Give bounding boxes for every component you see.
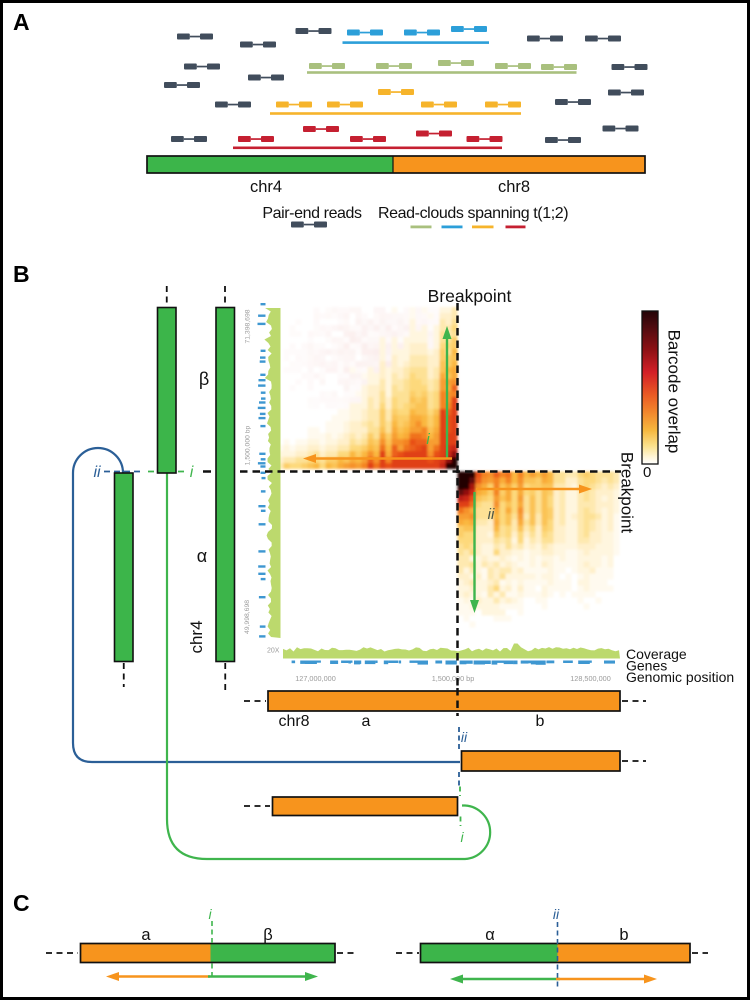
svg-text:ii: ii (488, 506, 495, 523)
svg-text:chr8: chr8 (498, 178, 530, 196)
svg-text:a: a (362, 713, 371, 730)
svg-text:α: α (197, 546, 207, 566)
svg-text:i: i (426, 431, 430, 448)
svg-text:ii: ii (461, 729, 468, 745)
svg-text:chr8: chr8 (278, 713, 309, 730)
svg-text:A: A (13, 9, 30, 35)
svg-text:i: i (460, 829, 464, 845)
svg-text:C: C (13, 890, 30, 916)
svg-text:1,500,000 bp: 1,500,000 bp (432, 674, 475, 683)
svg-text:Genomic position: Genomic position (626, 669, 734, 685)
svg-text:Breakpoint: Breakpoint (618, 452, 637, 534)
svg-text:β: β (263, 926, 273, 944)
svg-text:Barcode overlap: Barcode overlap (665, 330, 684, 454)
svg-text:i: i (190, 464, 194, 481)
svg-text:Pair-end reads: Pair-end reads (262, 205, 362, 222)
svg-text:β: β (199, 369, 209, 389)
svg-text:ii: ii (93, 464, 101, 481)
svg-text:a: a (141, 926, 151, 944)
svg-text:Coverage: Coverage (626, 646, 687, 662)
svg-text:Breakpoint: Breakpoint (428, 286, 512, 306)
svg-text:b: b (619, 926, 628, 944)
svg-text:ii: ii (553, 906, 560, 922)
svg-text:Genes: Genes (626, 658, 667, 674)
svg-text:127,000,000: 127,000,000 (295, 674, 336, 683)
svg-text:20X: 20X (267, 648, 280, 655)
svg-text:1,500,000 bp: 1,500,000 bp (245, 425, 252, 465)
svg-text:0: 0 (643, 464, 651, 481)
svg-text:chr4: chr4 (187, 620, 206, 653)
svg-text:α: α (485, 926, 495, 944)
svg-text:chr4: chr4 (250, 178, 282, 196)
svg-text:49,998,698: 49,998,698 (244, 600, 251, 634)
svg-text:i: i (208, 906, 212, 922)
svg-text:Read-clouds spanning t(1;2): Read-clouds spanning t(1;2) (378, 205, 568, 222)
svg-text:128,500,000: 128,500,000 (570, 674, 611, 683)
svg-text:71,398,698: 71,398,698 (245, 309, 252, 343)
svg-text:B: B (13, 261, 30, 287)
svg-text:b: b (536, 713, 545, 730)
